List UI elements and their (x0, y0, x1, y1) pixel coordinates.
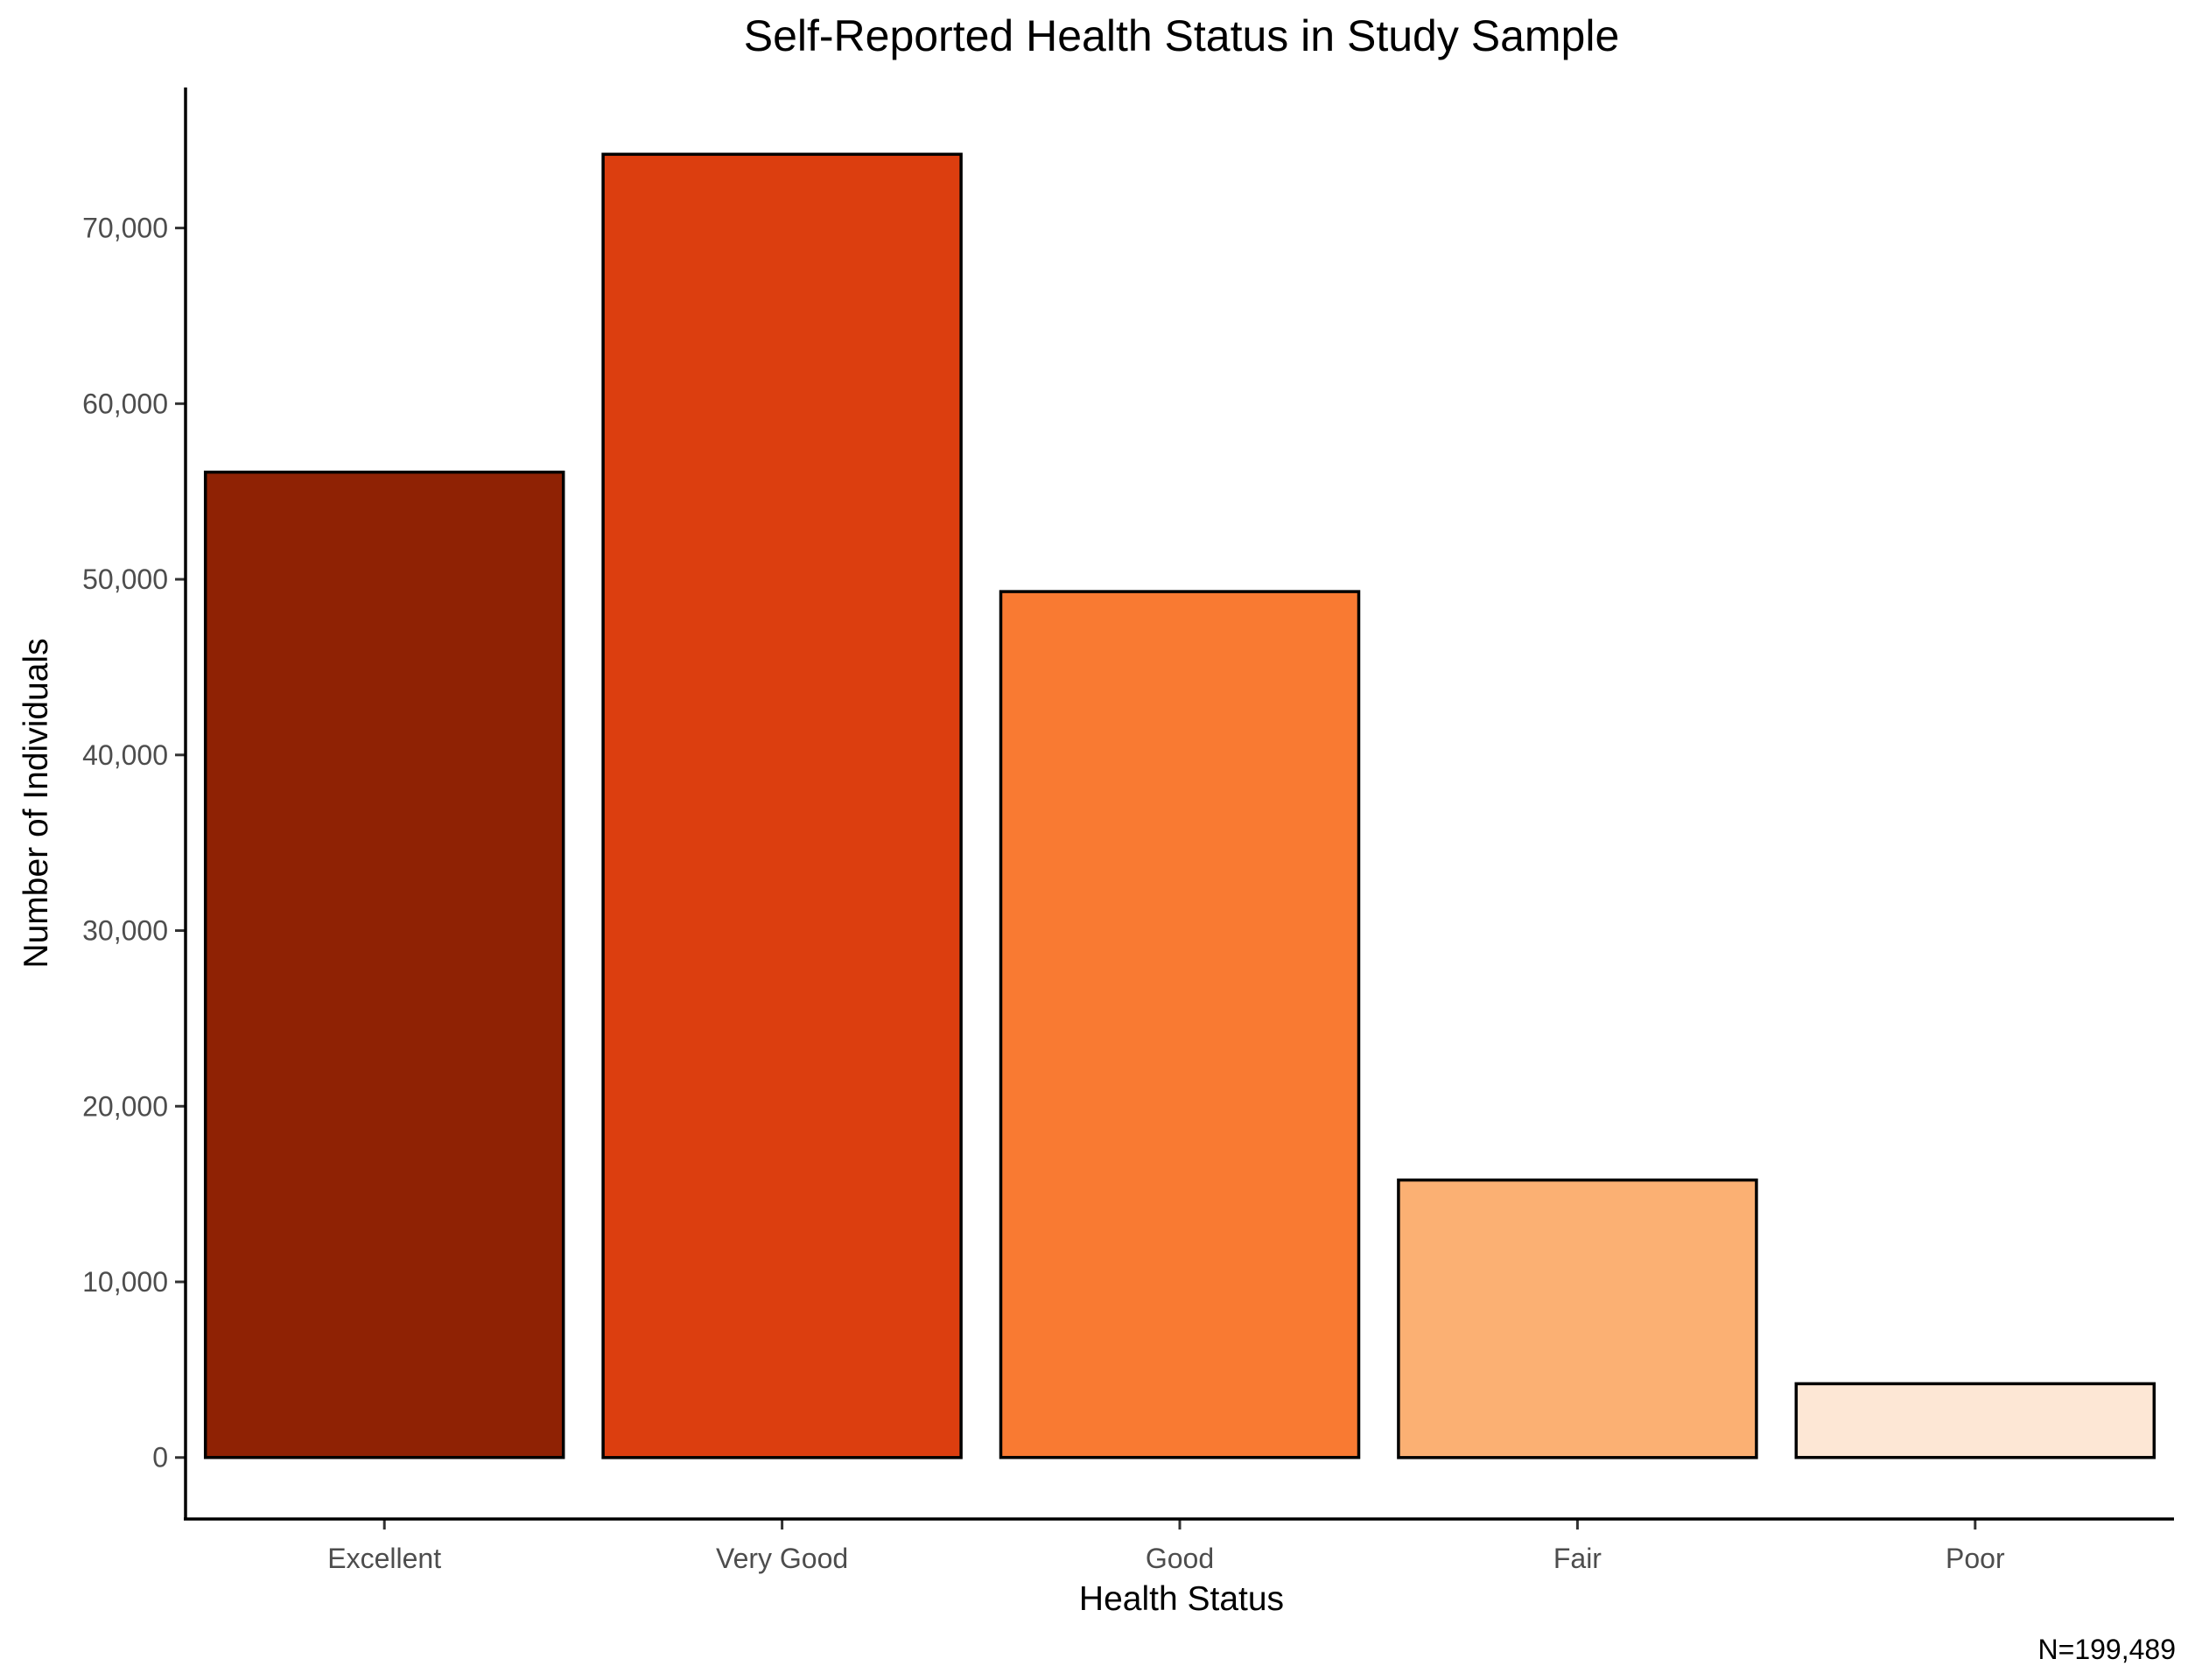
y-tick-label: 20,000 (82, 1090, 168, 1122)
y-tick-label: 30,000 (82, 915, 168, 947)
bar-excellent (203, 470, 565, 1460)
x-axis-ticks: Excellent Very Good Good Fair Poor (327, 1519, 2005, 1574)
y-axis-title: Number of Individuals (18, 638, 55, 968)
bar-fair (1397, 1178, 1758, 1460)
y-axis-ticks: 0 10,000 20,000 30,000 40,000 50,000 60,000 70,… (82, 213, 186, 1474)
y-tick-label: 10,000 (82, 1266, 168, 1298)
x-axis-title: Health Status (1079, 1580, 1284, 1618)
x-tick-label: Very Good (716, 1543, 848, 1574)
x-tick-label: Excellent (327, 1543, 441, 1574)
x-tick-label: Poor (1946, 1543, 2005, 1574)
chart-title: Self-Reported Health Status in Study Sam… (744, 11, 1620, 60)
bar-good (999, 590, 1361, 1460)
y-tick-label: 60,000 (82, 388, 168, 419)
bar-poor (1794, 1382, 2156, 1460)
y-tick-label: 40,000 (82, 739, 168, 771)
bar-very-good (601, 152, 963, 1460)
bars-group (203, 152, 2156, 1460)
x-tick-label: Fair (1553, 1543, 1602, 1574)
sample-size-caption: N=199,489 (2038, 1634, 2176, 1665)
y-tick-label: 70,000 (82, 213, 168, 244)
x-tick-label: Good (1146, 1543, 1214, 1574)
y-tick-label: 50,000 (82, 564, 168, 595)
y-tick-label: 0 (152, 1442, 168, 1474)
